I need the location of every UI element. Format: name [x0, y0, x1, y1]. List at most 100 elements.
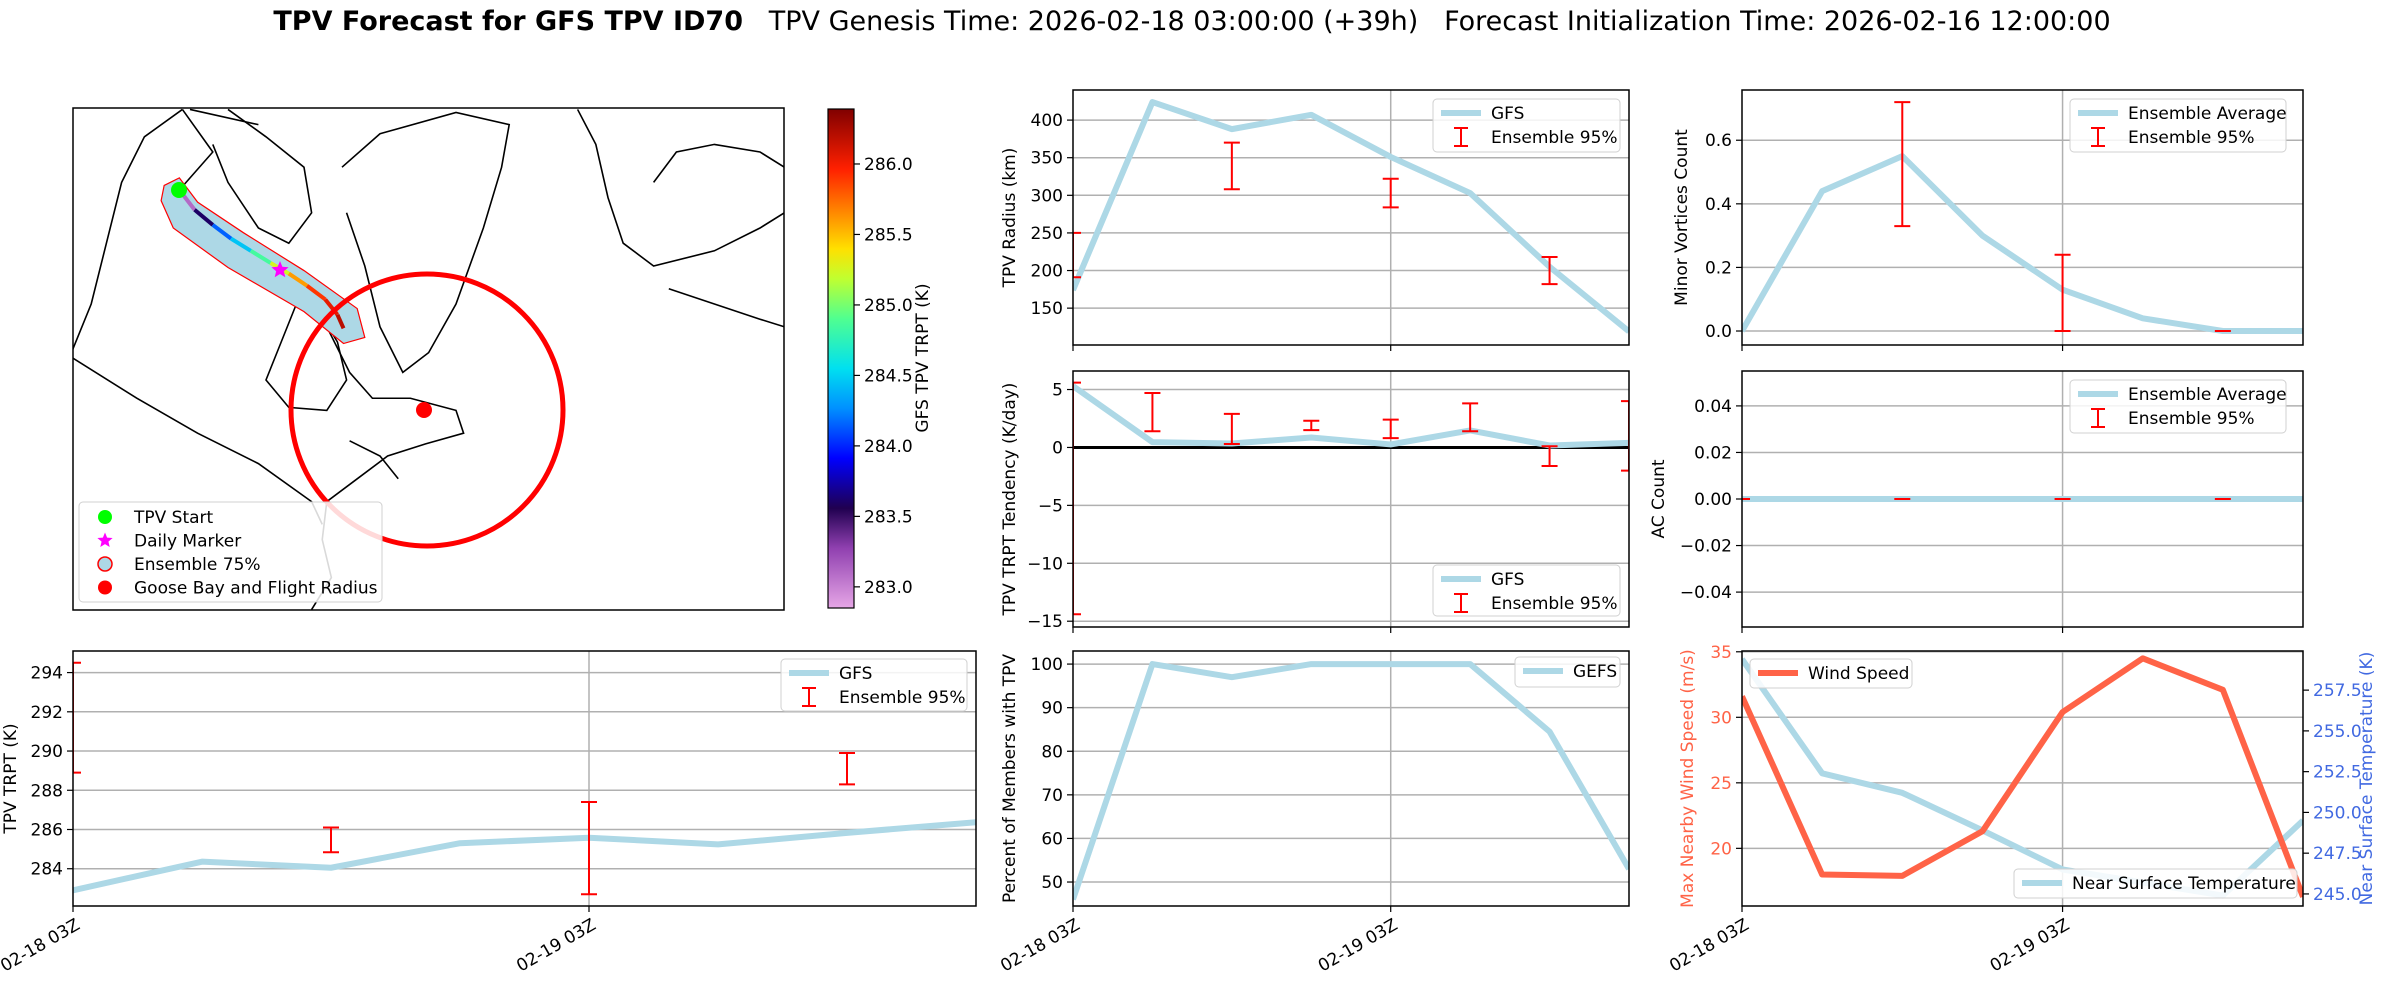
error-bar	[2054, 253, 2071, 333]
y-axis-label: TPV TRPT Tendency (K/day)	[1000, 383, 1020, 617]
y-tick-label: 70	[1041, 786, 1063, 806]
y-tick-label: 0.00	[1694, 490, 1732, 510]
legend-errorbar-swatch	[802, 687, 816, 707]
tpv-track-segment	[335, 313, 346, 330]
y-tick-label: 5	[1052, 381, 1063, 401]
legend-label: Daily Marker	[134, 532, 241, 552]
y-tick-label: 0.4	[1705, 195, 1732, 215]
series-line-gfs	[1073, 383, 1629, 449]
coastline	[668, 288, 784, 328]
colorbar	[827, 108, 855, 609]
axes-frame	[1741, 370, 2304, 628]
y-tick-label: −15	[1027, 612, 1063, 632]
y-tick-label: 350	[1031, 149, 1063, 169]
error-bar	[323, 826, 339, 854]
error-bar	[1462, 402, 1479, 433]
track-map: TPV Start Daily Marker Ensemble 75% Goose B…	[72, 107, 933, 611]
error-bar	[1541, 255, 1558, 286]
colorbar-tick-label: 286.0	[864, 155, 913, 175]
legend-errorbar-swatch	[2091, 127, 2105, 147]
colorbar-label: GFS TPV TRPT (K)	[913, 283, 933, 432]
error-bar	[1894, 101, 1911, 228]
legend-label: GFS	[839, 664, 872, 684]
legend-star-swatch	[97, 532, 113, 547]
right-y-tick-label: 257.5	[2313, 681, 2362, 701]
colorbar-tick-label: 285.0	[864, 296, 913, 316]
coastline	[652, 143, 784, 183]
chart-wind: 20 25 30 35 02-18 03Z 02-19 03Z Max Nearby Win…	[1666, 643, 2377, 977]
plot-area	[1073, 381, 1629, 616]
legend: GEFS	[1514, 656, 1621, 688]
axes-frame	[1741, 89, 2304, 346]
title-init-time: Forecast Initialization Time: 2026-02-16…	[1444, 6, 2111, 37]
y-tick-label: −10	[1027, 554, 1063, 574]
y-axis-label: Max Nearby Wind Speed (m/s)	[1678, 649, 1698, 908]
legend-label: Ensemble Average	[2128, 104, 2287, 124]
y-tick-label: 250	[1031, 224, 1063, 244]
error-bar	[1073, 231, 1081, 279]
y-tick-label: 0.0	[1705, 322, 1732, 342]
error-bar	[1382, 177, 1399, 209]
chart-radius: 150 200 250 300 350 400 TPV Radius (km) GFS Ense…	[1000, 89, 1630, 351]
legend-frame	[2069, 98, 2287, 153]
chart-ac: −0.04 −0.02 0.00 0.02 0.04 AC Count Ensemble A…	[1649, 370, 2304, 633]
legend-dot-swatch	[98, 580, 112, 595]
figure-title: TPV Forecast for GFS TPV ID70 TPV Genesi…	[0, 6, 2384, 37]
coastline	[576, 109, 784, 267]
colorbar-tick-label: 283.0	[864, 578, 913, 598]
y-tick-label: 288	[31, 781, 63, 801]
y-tick-label: 0.6	[1705, 131, 1732, 151]
map-area	[73, 108, 784, 610]
y-axis-label: AC Count	[1649, 459, 1669, 538]
map-legend: TPV Start Daily Marker Ensemble 75% Goose B…	[78, 501, 383, 603]
right-y-axis-label: Near Surface Temperature (K)	[2357, 652, 2377, 906]
y-tick-label: 60	[1041, 829, 1063, 849]
y-tick-label: 400	[1031, 111, 1063, 131]
error-bar	[581, 801, 597, 896]
right-y-tick-label: 247.5	[2313, 844, 2362, 864]
legend-label: GFS	[1491, 104, 1524, 124]
coastline	[341, 111, 511, 374]
flight-radius-circle	[288, 271, 566, 549]
legend: Wind Speed	[1749, 658, 1913, 689]
legend: Ensemble Average Ensemble 95%	[2069, 98, 2287, 153]
legend-label: Ensemble 75%	[134, 555, 261, 575]
colorbar-tick-label: 285.5	[864, 225, 913, 245]
legend: GFS Ensemble 95%	[780, 658, 968, 712]
y-tick-label: 80	[1041, 742, 1063, 762]
tpv-track-segment	[229, 236, 252, 253]
right-y-tick-label: 255.0	[2313, 722, 2362, 742]
legend-label: Wind Speed	[1808, 664, 1909, 684]
plot-area	[1073, 99, 1629, 334]
series-line-gfs	[73, 819, 976, 894]
y-tick-label: −0.02	[1680, 537, 1732, 557]
legend: Ensemble Average Ensemble 95%	[2069, 379, 2287, 434]
legend-label: Near Surface Temperature	[2072, 874, 2296, 894]
error-bar	[1382, 418, 1399, 440]
colorbar-tick-label: 284.5	[864, 366, 913, 386]
legend-patch-swatch	[97, 556, 113, 572]
y-tick-label: 0.04	[1694, 397, 1732, 417]
error-bar	[73, 661, 81, 774]
y-tick-label: 90	[1041, 699, 1063, 719]
series-line-near-surface-temperature	[1742, 657, 2303, 899]
x-tick-label: 02-18 03Z	[997, 915, 1083, 976]
legend-label: Ensemble 95%	[2128, 409, 2255, 429]
legend-label: Ensemble 95%	[1491, 128, 1618, 148]
y-tick-label: 294	[31, 664, 63, 684]
chart-trpt: 284 286 288 290 292 294 02-18 03Z 02-19 03Z TPV …	[0, 650, 977, 976]
map-frame	[72, 107, 785, 611]
y-axis-label: TPV TRPT (K)	[1, 723, 21, 834]
coastline	[349, 440, 399, 480]
y-tick-label: 0.2	[1705, 258, 1732, 278]
y-tick-label: 35	[1710, 643, 1732, 663]
series-line-wind-speed	[1742, 655, 2303, 898]
axes-frame	[1072, 89, 1630, 346]
x-tick-label: 02-18 03Z	[1666, 915, 1752, 976]
y-tick-label: 286	[31, 821, 63, 841]
legend: Near Surface Temperature	[2013, 868, 2298, 899]
series-line-gefs	[1073, 661, 1629, 901]
legend-errorbar-swatch	[1454, 127, 1468, 147]
